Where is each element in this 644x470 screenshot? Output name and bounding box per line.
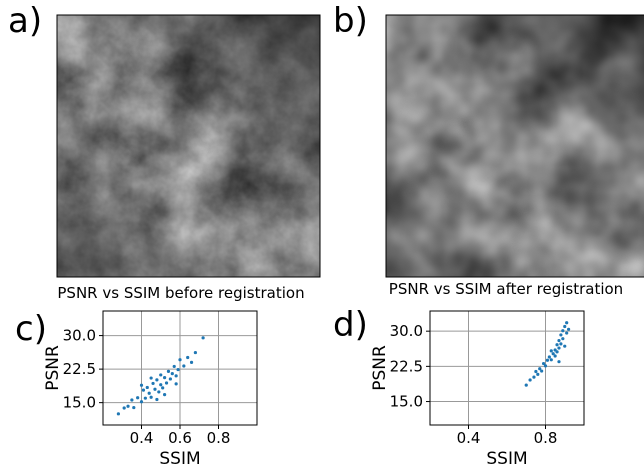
y-tick-label: 30.0 <box>63 327 96 345</box>
point <box>551 352 555 356</box>
point <box>130 398 134 402</box>
point <box>161 386 165 390</box>
x-axis-label: SSIM <box>159 449 200 466</box>
point <box>534 369 538 374</box>
point <box>189 360 194 365</box>
panel-label: a) <box>8 1 42 41</box>
y-axis-label: PSNR <box>43 345 63 391</box>
point <box>159 383 163 387</box>
point <box>155 397 159 402</box>
point <box>143 396 147 400</box>
point <box>528 378 532 382</box>
point <box>543 364 548 368</box>
x-axis-label: SSIM <box>486 449 527 466</box>
y-axis-label: PSNR <box>370 345 390 391</box>
image-a <box>56 14 321 278</box>
point <box>565 331 569 335</box>
point <box>559 342 563 346</box>
point <box>157 390 161 394</box>
point <box>122 406 126 410</box>
point <box>549 349 553 353</box>
point <box>136 396 140 400</box>
y-tick-label: 15.0 <box>63 394 96 412</box>
point <box>567 327 571 331</box>
point <box>553 354 557 358</box>
panel-label: b) <box>333 1 368 41</box>
point <box>174 382 178 386</box>
image-b <box>385 14 644 278</box>
panel-label: d) <box>333 305 368 345</box>
plot-frame <box>429 310 585 426</box>
point <box>561 329 565 333</box>
point <box>557 346 561 350</box>
point <box>536 372 540 376</box>
point <box>559 333 563 337</box>
point <box>561 337 565 341</box>
plot-area <box>430 311 584 425</box>
point <box>193 350 197 355</box>
plot-frame <box>102 310 258 426</box>
point <box>557 360 561 364</box>
point <box>170 371 174 376</box>
point <box>547 355 551 359</box>
point <box>139 383 144 387</box>
point <box>565 321 569 325</box>
point <box>186 355 190 360</box>
point <box>563 324 567 329</box>
point <box>545 358 550 362</box>
point <box>163 376 167 380</box>
point <box>159 373 163 377</box>
x-tick-label: 0.6 <box>168 429 192 447</box>
point <box>172 364 176 369</box>
y-tick-label: 30.0 <box>390 322 423 340</box>
point <box>149 395 153 399</box>
point <box>201 336 205 340</box>
panel-label: c) <box>15 309 47 349</box>
point <box>555 343 559 347</box>
x-tick-label: 0.8 <box>207 429 231 447</box>
x-tick-label: 0.4 <box>457 429 481 447</box>
point <box>166 369 171 373</box>
chart-title: PSNR vs SSIM before registration <box>57 284 304 302</box>
point <box>174 374 178 378</box>
point <box>178 358 182 362</box>
point <box>147 391 151 395</box>
point <box>145 385 149 390</box>
point <box>541 361 546 366</box>
point <box>532 375 536 379</box>
point <box>182 364 186 368</box>
point <box>126 404 130 408</box>
x-tick-label: 0.8 <box>534 429 558 447</box>
y-tick-label: 22.5 <box>63 360 96 378</box>
point <box>555 350 559 354</box>
x-tick-label: 0.4 <box>130 429 154 447</box>
chart-title: PSNR vs SSIM after registration <box>389 280 623 298</box>
point <box>153 387 157 391</box>
point <box>149 376 153 380</box>
point <box>151 381 155 386</box>
y-tick-label: 22.5 <box>390 357 423 375</box>
point <box>139 400 144 404</box>
point <box>563 344 567 348</box>
point <box>168 377 172 381</box>
point <box>176 367 180 372</box>
point <box>524 383 528 387</box>
point <box>116 412 120 416</box>
point <box>155 378 159 382</box>
point <box>540 369 544 373</box>
point <box>164 381 169 385</box>
point <box>163 393 167 397</box>
y-tick-label: 15.0 <box>390 393 423 411</box>
point <box>141 388 146 392</box>
point <box>538 367 542 371</box>
point <box>557 338 561 343</box>
point <box>549 358 553 362</box>
point <box>132 405 136 410</box>
